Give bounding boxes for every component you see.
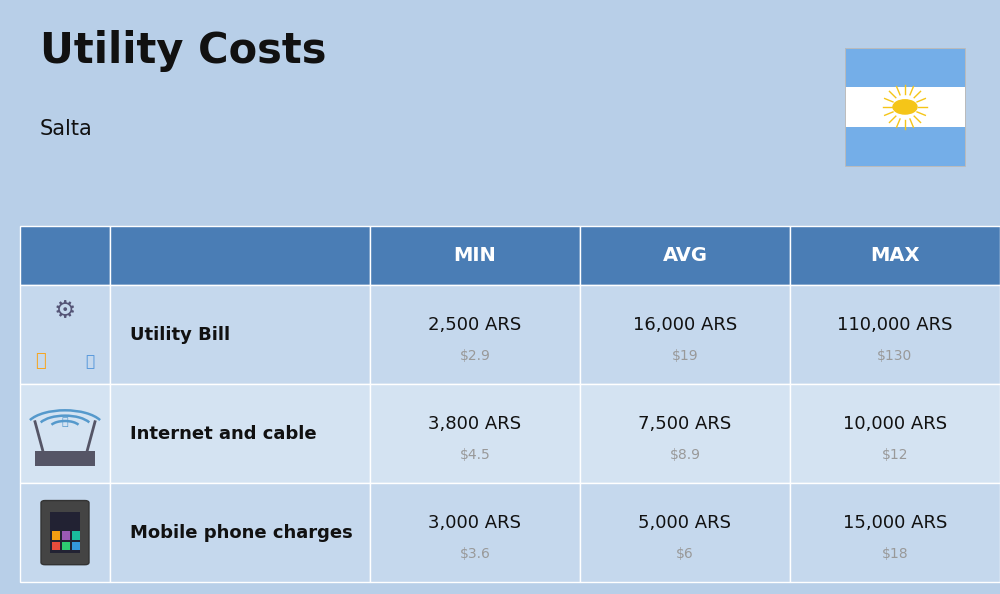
Bar	[52, 532, 60, 540]
Text: $6: $6	[676, 548, 694, 561]
Text: $2.9: $2.9	[460, 349, 490, 364]
Bar	[790, 285, 1000, 384]
Bar	[790, 483, 1000, 582]
Bar	[72, 532, 80, 540]
Bar	[790, 384, 1000, 483]
Text: $8.9: $8.9	[669, 448, 700, 462]
Bar	[72, 542, 80, 551]
Text: 7,500 ARS: 7,500 ARS	[638, 415, 732, 432]
Text: 💧: 💧	[85, 354, 95, 369]
Bar	[580, 483, 790, 582]
Text: MIN: MIN	[454, 246, 496, 265]
Text: Mobile phone charges: Mobile phone charges	[130, 524, 353, 542]
Text: AVG: AVG	[662, 246, 707, 265]
Text: $3.6: $3.6	[460, 548, 490, 561]
Bar	[110, 384, 370, 483]
Text: 16,000 ARS: 16,000 ARS	[633, 316, 737, 334]
Bar	[580, 285, 790, 384]
Text: $12: $12	[882, 448, 908, 462]
Text: Internet and cable: Internet and cable	[130, 425, 317, 443]
Text: ⚙: ⚙	[54, 299, 76, 323]
Bar	[580, 226, 790, 285]
Bar	[62, 532, 70, 540]
Bar	[20, 384, 110, 483]
Bar	[370, 483, 580, 582]
Text: 5,000 ARS: 5,000 ARS	[638, 514, 731, 532]
Text: 15,000 ARS: 15,000 ARS	[843, 514, 947, 532]
Circle shape	[893, 100, 917, 114]
FancyBboxPatch shape	[41, 501, 89, 565]
Text: 3,000 ARS: 3,000 ARS	[428, 514, 522, 532]
Text: $18: $18	[882, 548, 908, 561]
Bar	[52, 542, 60, 551]
Bar	[20, 285, 110, 384]
Bar	[20, 483, 110, 582]
Bar	[110, 483, 370, 582]
Text: MAX: MAX	[870, 246, 920, 265]
Text: Utility Bill: Utility Bill	[130, 326, 230, 343]
Bar	[110, 226, 370, 285]
Bar	[110, 285, 370, 384]
Bar	[370, 226, 580, 285]
Bar	[20, 226, 110, 285]
Text: 110,000 ARS: 110,000 ARS	[837, 316, 953, 334]
Bar	[580, 384, 790, 483]
Bar	[370, 384, 580, 483]
Text: $19: $19	[672, 349, 698, 364]
Text: 10,000 ARS: 10,000 ARS	[843, 415, 947, 432]
Text: Utility Costs: Utility Costs	[40, 30, 326, 72]
Bar	[370, 285, 580, 384]
Bar	[35, 451, 95, 466]
Text: Salta: Salta	[40, 119, 93, 139]
Bar	[845, 48, 965, 166]
Bar	[845, 48, 965, 87]
Text: 〰: 〰	[62, 417, 68, 426]
Text: $4.5: $4.5	[460, 448, 490, 462]
Bar	[845, 127, 965, 166]
Bar	[845, 87, 965, 127]
Text: 3,800 ARS: 3,800 ARS	[428, 415, 522, 432]
Bar	[62, 542, 70, 551]
Bar	[790, 226, 1000, 285]
Text: $130: $130	[877, 349, 913, 364]
Text: 🔌: 🔌	[35, 352, 45, 370]
Text: 2,500 ARS: 2,500 ARS	[428, 316, 522, 334]
Bar	[50, 512, 80, 554]
